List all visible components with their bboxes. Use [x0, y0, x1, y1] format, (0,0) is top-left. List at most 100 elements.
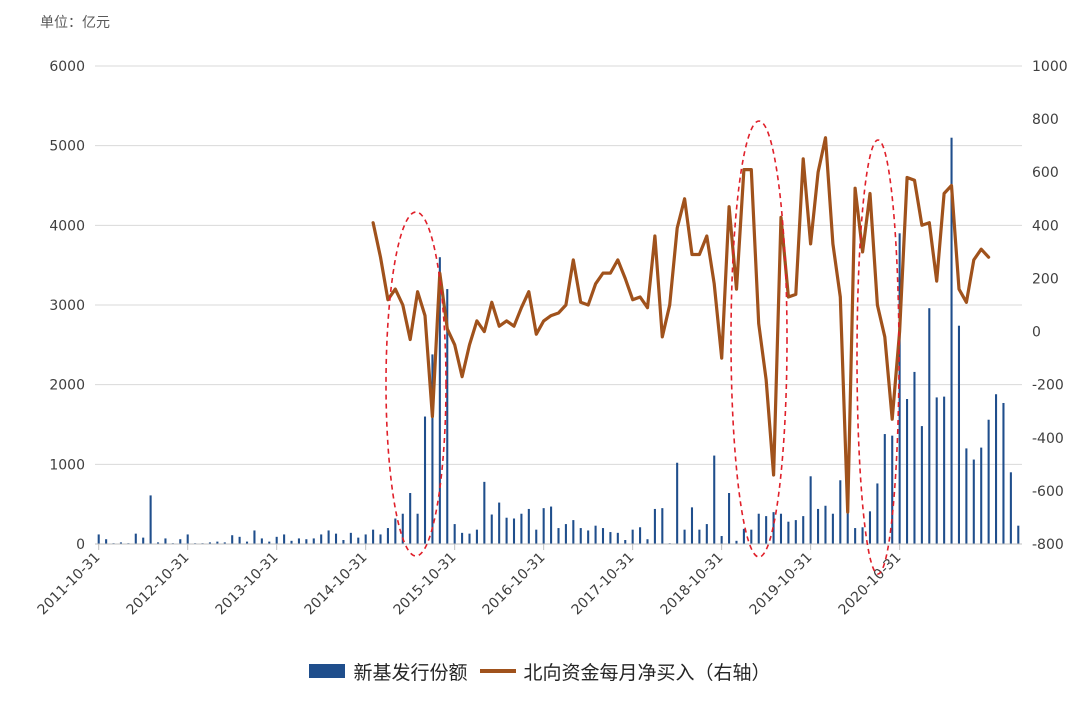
legend-item-line: 北向资金每月净买入（右轴） [479, 658, 771, 685]
bar [809, 476, 812, 544]
bar [505, 517, 508, 544]
bar [297, 538, 300, 544]
y-right-tick-label: 800 [1032, 112, 1059, 128]
bar [105, 539, 108, 544]
bar [149, 495, 152, 544]
bar [861, 527, 864, 544]
x-tick-label: 2012-10-31 [124, 550, 193, 619]
bar [957, 325, 961, 544]
x-tick-label: 2015-10-31 [391, 550, 460, 619]
bar [520, 513, 523, 544]
bar [423, 416, 427, 544]
y-right-tick-label: -800 [1032, 537, 1064, 553]
bar [817, 508, 820, 544]
bar [579, 528, 582, 544]
bar [542, 508, 545, 544]
y-axis-right: -800 -600 -400 -200 0 200 400 600 800 1000 [1032, 59, 1068, 553]
bar [216, 541, 219, 544]
legend-line-swatch [479, 669, 516, 673]
bar [690, 507, 694, 544]
bar [965, 448, 968, 544]
bar [787, 521, 790, 544]
bar [156, 542, 160, 544]
bar [920, 426, 923, 544]
bar [616, 532, 619, 544]
bar [683, 529, 686, 544]
bar [831, 513, 834, 544]
x-tick-label: 2011-10-31 [35, 550, 104, 619]
y-left-tick-label: 2000 [49, 378, 85, 394]
bar [950, 137, 953, 544]
bar [913, 371, 916, 544]
bar [980, 447, 983, 544]
highlight-ellipse [856, 139, 900, 575]
y-left-tick-label: 0 [76, 537, 85, 553]
bar [705, 524, 708, 544]
bar [594, 525, 597, 544]
bar [342, 540, 345, 544]
bar [661, 508, 664, 544]
bar [639, 527, 642, 544]
unit-label: 单位：亿元 [40, 15, 110, 31]
bar [1009, 472, 1012, 544]
y-right-tick-label: 400 [1032, 218, 1059, 234]
y-left-tick-label: 3000 [49, 298, 85, 314]
line-series [371, 136, 991, 514]
bar [268, 541, 271, 544]
x-tick-label: 2017-10-31 [569, 550, 638, 619]
bar [208, 542, 211, 544]
bar [164, 538, 167, 544]
bar [572, 520, 575, 544]
y-left-tick-label: 4000 [49, 218, 85, 234]
legend-line-label: 北向资金每月净买入（右轴） [523, 661, 771, 684]
bar [854, 528, 857, 544]
bar [461, 532, 464, 544]
bar [824, 505, 827, 544]
legend-bar-swatch [309, 664, 346, 678]
bar [231, 535, 234, 544]
bar [394, 518, 397, 544]
bar [794, 520, 797, 544]
bar [186, 534, 189, 544]
bar [364, 534, 367, 544]
bar [253, 530, 256, 544]
bar [475, 529, 478, 544]
bar [564, 524, 567, 544]
bar [409, 493, 412, 544]
bar [1017, 525, 1020, 544]
bar [765, 516, 768, 544]
bar [327, 530, 330, 544]
x-axis: 2011-10-31 2012-10-31 2013-10-31 2014-10-31… [35, 543, 1022, 619]
y-right-tick-label: -200 [1032, 378, 1064, 394]
bar [698, 529, 701, 544]
bar [334, 533, 338, 544]
bar [676, 462, 679, 544]
y-right-tick-label: -600 [1032, 484, 1064, 500]
x-tick-label: 2014-10-31 [302, 550, 371, 619]
bar [260, 538, 263, 544]
bar [735, 540, 738, 544]
bar [483, 481, 486, 544]
bar [446, 289, 449, 544]
bar [498, 502, 501, 544]
series-line [371, 136, 991, 514]
bar [438, 257, 441, 544]
x-tick-label: 2019-10-31 [747, 550, 816, 619]
gridlines [95, 65, 1022, 465]
bar [995, 394, 998, 544]
bar [972, 459, 975, 544]
bar [223, 542, 226, 544]
highlight-ellipses [385, 120, 900, 575]
bar [646, 539, 649, 544]
bar [883, 434, 886, 544]
y-axis-left: 0 1000 2000 3000 4000 5000 6000 [49, 59, 85, 553]
bar [742, 528, 745, 544]
bar [728, 493, 731, 544]
bar [453, 524, 456, 544]
bar [431, 354, 434, 544]
bar [312, 538, 315, 544]
bar [386, 528, 389, 544]
bar [357, 537, 360, 544]
bar [943, 396, 946, 544]
